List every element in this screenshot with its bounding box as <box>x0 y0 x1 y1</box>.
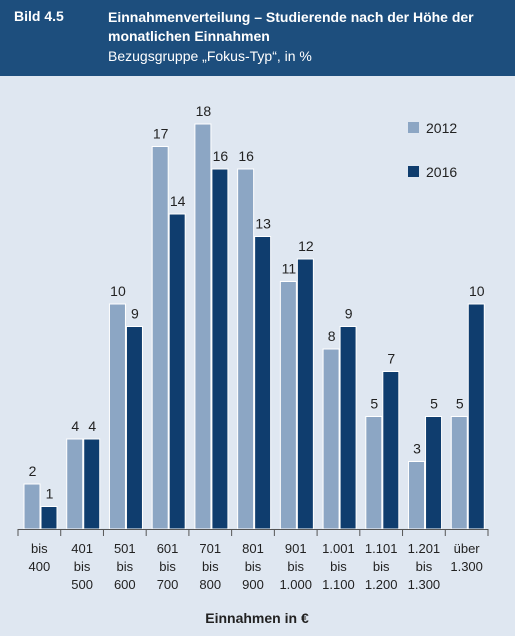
bar-2016-10 <box>425 416 443 530</box>
bar-2012-2 <box>66 438 84 530</box>
bar-2012-3 <box>108 303 126 530</box>
x-tick-label-2-line-2: bis <box>74 559 91 574</box>
value-label-2016-11: 10 <box>469 283 485 299</box>
value-label-2016-9: 7 <box>387 351 395 367</box>
figure-label: Bild 4.5 <box>14 8 64 24</box>
value-label-2016-1: 1 <box>46 486 54 502</box>
x-tick-label-8-line-1: 1.001 <box>322 541 355 556</box>
figure-header: Bild 4.5 Einnahmenverteilung – Studieren… <box>0 0 515 76</box>
x-tick-label-5-line-1: 701 <box>199 541 221 556</box>
legend-swatch-2016 <box>408 166 419 177</box>
bar-2016-6 <box>254 236 272 530</box>
value-label-2016-5: 16 <box>213 148 229 164</box>
x-tick-label-4-line-2: bis <box>159 559 176 574</box>
value-label-2016-7: 12 <box>298 238 314 254</box>
bar-2016-7 <box>296 258 314 530</box>
bar-2012-11 <box>450 416 468 530</box>
value-label-2016-3: 9 <box>131 306 139 322</box>
chart-title: Einnahmenverteilung – Studierende nach d… <box>108 9 474 44</box>
value-label-2012-1: 2 <box>29 463 37 479</box>
x-tick-label-2-line-3: 500 <box>71 577 93 592</box>
bar-2012-5 <box>194 123 212 530</box>
x-tick-label-10-line-1: 1.201 <box>408 541 441 556</box>
legend-label-2016: 2016 <box>426 164 457 180</box>
bar-2012-1 <box>23 483 41 530</box>
bar-chart: 24101718161185351491416131297510bis40040… <box>17 103 489 626</box>
x-tick-label-3-line-2: bis <box>117 559 134 574</box>
bar-2012-8 <box>322 348 340 530</box>
value-label-2012-6: 16 <box>238 148 254 164</box>
value-label-2016-2: 4 <box>88 418 96 434</box>
value-label-2012-9: 5 <box>370 396 378 412</box>
x-tick-label-5-line-3: 800 <box>199 577 221 592</box>
bar-2016-3 <box>125 326 143 530</box>
value-label-2016-4: 14 <box>170 193 186 209</box>
bar-2016-11 <box>467 303 485 530</box>
value-label-2016-6: 13 <box>255 216 271 232</box>
x-tick-label-6-line-2: bis <box>245 559 262 574</box>
x-tick-label-9-line-1: 1.101 <box>365 541 398 556</box>
value-label-2012-2: 4 <box>71 418 79 434</box>
x-tick-label-10-line-2: bis <box>416 559 433 574</box>
x-tick-label-9-line-3: 1.200 <box>365 577 398 592</box>
bar-2012-6 <box>237 168 255 530</box>
x-tick-label-7-line-3: 1.000 <box>279 577 312 592</box>
bar-2016-5 <box>211 168 229 530</box>
x-tick-label-3-line-1: 501 <box>114 541 136 556</box>
x-tick-label-1-line-1: bis <box>31 541 48 556</box>
x-axis-title: Einnahmen in € <box>205 610 309 626</box>
x-tick-label-1-line-2: 400 <box>29 559 51 574</box>
x-tick-label-9-line-2: bis <box>373 559 390 574</box>
value-label-2012-5: 18 <box>196 103 212 119</box>
x-tick-label-7-line-1: 901 <box>285 541 307 556</box>
x-tick-label-3-line-3: 600 <box>114 577 136 592</box>
value-label-2012-3: 10 <box>110 283 126 299</box>
bar-2016-4 <box>168 213 186 530</box>
x-tick-label-6-line-3: 900 <box>242 577 264 592</box>
x-tick-label-4-line-3: 700 <box>157 577 179 592</box>
x-tick-label-6-line-1: 801 <box>242 541 264 556</box>
legend-label-2012: 2012 <box>426 120 457 136</box>
bar-2016-9 <box>382 371 400 530</box>
value-label-2012-8: 8 <box>328 328 336 344</box>
bar-2012-10 <box>408 461 426 530</box>
x-tick-label-10-line-3: 1.300 <box>408 577 441 592</box>
x-tick-label-11-line-2: 1.300 <box>450 559 483 574</box>
bar-2016-2 <box>83 438 101 530</box>
chart-subtitle: Bezugsgruppe „Fokus-Typ“, in % <box>108 48 312 64</box>
bar-2016-1 <box>40 506 58 530</box>
value-label-2016-8: 9 <box>345 306 353 322</box>
legend-swatch-2012 <box>408 122 419 133</box>
value-label-2012-4: 17 <box>153 126 169 142</box>
value-label-2012-11: 5 <box>456 396 464 412</box>
bar-2016-8 <box>339 326 357 530</box>
x-tick-label-11-line-1: über <box>454 541 481 556</box>
value-label-2012-7: 11 <box>282 261 297 277</box>
x-tick-label-7-line-2: bis <box>287 559 304 574</box>
bar-2012-4 <box>151 146 169 530</box>
bar-2012-9 <box>365 416 383 530</box>
x-tick-label-4-line-1: 601 <box>157 541 179 556</box>
x-tick-label-2-line-1: 401 <box>71 541 93 556</box>
x-tick-label-8-line-2: bis <box>330 559 347 574</box>
chart-area: 2 4 10 17 18 16 11 8 5 3 5 1 4 9 14 16 13 12 9 7 5 10 bis 400 40… <box>0 76 515 631</box>
x-tick-label-8-line-3: 1.100 <box>322 577 355 592</box>
value-label-2012-10: 3 <box>413 441 421 457</box>
x-tick-label-5-line-2: bis <box>202 559 219 574</box>
value-label-2016-10: 5 <box>430 396 438 412</box>
bar-2012-7 <box>279 281 297 530</box>
